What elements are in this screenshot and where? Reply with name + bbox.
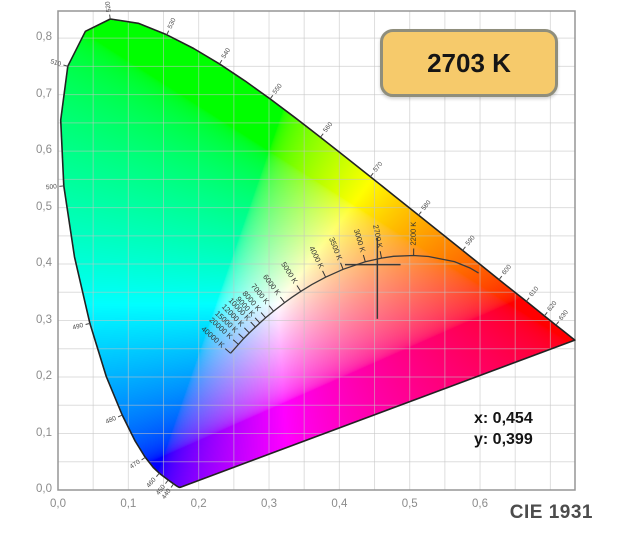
wavelength-label-460-tick [156, 472, 160, 477]
wavelength-label-530: 530 [167, 17, 178, 30]
cct-label-5000-tick [296, 285, 302, 292]
cct-label-2700-tick [379, 251, 382, 259]
cct-label-7000-tick [268, 305, 274, 312]
wavelength-label-580: 580 [420, 199, 432, 212]
wavelength-label-440-tick [170, 483, 175, 488]
wavelength-label-480-tick [117, 414, 123, 418]
wavelength-label-610: 610 [528, 285, 540, 298]
y-axis-tick-label: 0,0 [36, 483, 52, 495]
cct-label-2200: 2200 K [409, 222, 418, 246]
cct-label-6000-tick [279, 296, 285, 303]
cct-label-4000-tick [322, 270, 327, 278]
planckian-locus-curve [230, 254, 479, 354]
cct-label-2700: 2700 K [371, 224, 384, 249]
wavelength-label-540-tick [219, 59, 223, 65]
cct-label-10000-tick [250, 321, 256, 328]
wavelength-label-600-tick [498, 275, 503, 280]
wavelength-label-630-tick [555, 321, 560, 326]
wavelength-label-550-tick [269, 95, 274, 100]
y-axis-tick-label: 0,4 [36, 257, 52, 270]
wavelength-label-470-tick [141, 456, 146, 461]
wavelength-label-600: 600 [501, 263, 513, 276]
wavelength-label-470: 470 [129, 458, 142, 470]
wavelength-label-490-tick [85, 322, 91, 326]
x-axis-tick-label: 0,5 [401, 498, 418, 510]
wavelength-label-500: 500 [46, 183, 58, 191]
cct-label-3000-tick [362, 254, 366, 262]
cct-label-20000-tick [232, 339, 239, 345]
y-axis-tick-label: 0,5 [36, 200, 52, 213]
cct-badge-label: 2703 K [427, 47, 511, 78]
wavelength-label-590-tick [462, 246, 466, 251]
cct-label-3000: 3000 K [352, 228, 367, 253]
y-axis-tick-label: 0,8 [36, 31, 52, 44]
y-axis-tick-label: 0,6 [36, 144, 52, 157]
wavelength-label-520: 520 [104, 0, 113, 12]
readout-x-value: x: 0,454 [474, 410, 533, 427]
wavelength-label-630: 630 [558, 309, 570, 322]
wavelength-label-620-tick [544, 312, 548, 317]
x-axis-tick-label: 0,1 [120, 498, 137, 510]
wavelength-label-480: 480 [105, 415, 118, 426]
cct-label-3500-tick [340, 262, 344, 270]
x-axis-tick-label: 0,6 [472, 498, 489, 510]
wavelength-label-610-tick [525, 297, 530, 302]
x-axis-tick-label: 0,2 [190, 498, 207, 510]
wavelength-label-550: 550 [272, 82, 284, 95]
wavelength-label-570: 570 [372, 160, 384, 173]
diagram-title: CIE 1931 [509, 502, 593, 523]
spectral-locus-outline [59, 18, 576, 489]
wavelength-label-510-tick [63, 64, 68, 67]
cct-label-9000-tick [254, 317, 261, 324]
cct-label-40000-tick [224, 348, 231, 354]
cct-label-4000: 4000 K [307, 245, 326, 270]
wavelength-label-570-tick [369, 172, 374, 177]
wavelength-label-490: 490 [72, 322, 85, 332]
x-axis-tick-label: 0,4 [331, 498, 348, 510]
cct-label-15000-tick [238, 333, 245, 339]
wavelength-label-450-tick [165, 479, 169, 484]
wavelength-label-620: 620 [546, 300, 558, 313]
wavelength-label-510: 510 [50, 58, 63, 68]
cct-label-8000-tick [260, 312, 267, 319]
y-axis-tick-label: 0,1 [36, 426, 52, 439]
cct-badge: 2703 K [380, 29, 558, 97]
x-axis-tick-label: 0,0 [50, 498, 66, 510]
wavelength-label-460: 460 [145, 476, 158, 489]
y-axis-tick-label: 0,7 [36, 87, 52, 100]
x-axis-tick-label: 0,3 [261, 498, 278, 510]
plot-frame [57, 10, 576, 491]
cct-label-12000-tick [244, 327, 250, 334]
wavelength-label-540: 540 [220, 47, 232, 60]
wavelength-label-530-tick [166, 30, 170, 35]
wavelength-label-580-tick [418, 211, 422, 216]
readout-y-value: y: 0,399 [474, 431, 533, 448]
xy-readout: x: 0,454 y: 0,399 [474, 408, 533, 450]
cct-label-3500: 3500 K [327, 236, 344, 261]
wavelength-label-560-tick [320, 133, 324, 138]
y-axis-tick-label: 0,3 [36, 313, 52, 326]
wavelength-label-520-tick [109, 14, 111, 20]
y-axis-tick-label: 0,2 [36, 370, 52, 383]
